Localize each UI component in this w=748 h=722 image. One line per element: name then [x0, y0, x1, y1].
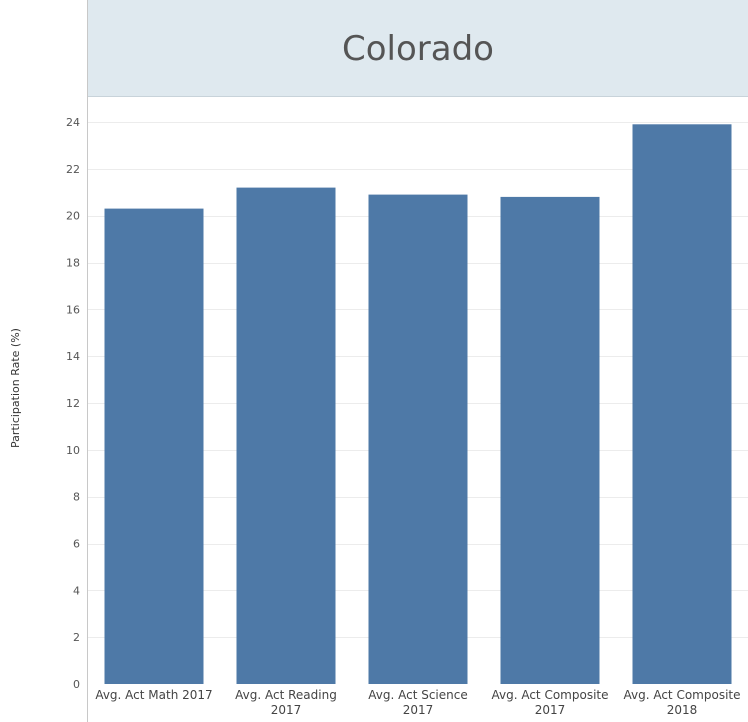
y-tick-label: 8: [73, 491, 80, 504]
x-category-label: Avg. Act Composite 2017: [491, 688, 608, 717]
x-category-label: Avg. Act Composite 2018: [623, 688, 740, 717]
y-tick-label: 22: [66, 163, 80, 176]
y-tick-label: 2: [73, 631, 80, 644]
bar[interactable]: [500, 196, 600, 684]
y-tick-label: 4: [73, 584, 80, 597]
x-category-label: Avg. Act Math 2017: [95, 688, 212, 702]
bar[interactable]: [368, 194, 468, 684]
y-axis-title: Participation Rate (%): [9, 328, 22, 448]
bar[interactable]: [632, 124, 732, 685]
y-tick-label: 12: [66, 397, 80, 410]
x-axis-labels: Avg. Act Math 2017 Avg. Act Reading 2017 Av…: [95, 688, 740, 717]
y-tick-label: 18: [66, 257, 80, 270]
y-tick-label: 10: [66, 444, 80, 457]
bar[interactable]: [104, 208, 204, 684]
bar[interactable]: [236, 187, 336, 684]
x-category-label: Avg. Act Science 2017: [368, 688, 468, 717]
y-tick-label: 0: [73, 678, 80, 691]
x-category-label: Avg. Act Reading 2017: [235, 688, 337, 717]
y-tick-label: 16: [66, 303, 80, 316]
y-tick-label: 6: [73, 538, 80, 551]
y-tick-label: 14: [66, 350, 80, 363]
y-tick-label: 20: [66, 210, 80, 223]
y-tick-label: 24: [66, 116, 80, 129]
title-banner: [88, 0, 748, 96]
chart-title: Colorado: [342, 29, 494, 69]
bars: [104, 124, 732, 685]
